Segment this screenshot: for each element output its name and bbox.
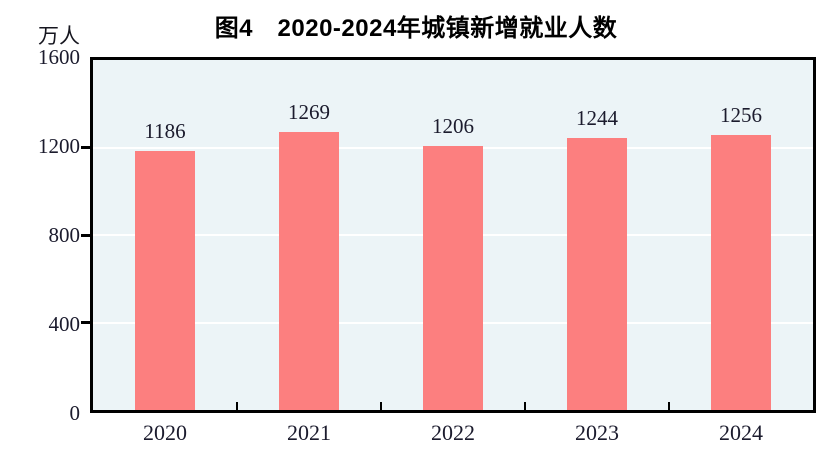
y-axis-label: 1200 (38, 134, 80, 158)
y-axis-label: 400 (48, 312, 81, 336)
x-axis-label: 2021 (287, 420, 331, 445)
bar-value-label: 1186 (144, 118, 186, 143)
bar (279, 132, 339, 410)
chart-title: 图4 2020-2024年城镇新增就业人数 (214, 15, 618, 42)
plot-area: 1186 1269 1206 1244 1256 (81, 57, 816, 413)
x-axis-tick (524, 402, 526, 410)
y-axis-tick (81, 146, 90, 149)
x-axis-label: 2022 (431, 420, 475, 445)
y-axis-label: 1600 (38, 45, 80, 69)
y-axis-label: 800 (48, 223, 81, 247)
bar (567, 137, 627, 410)
x-axis-tick (236, 402, 238, 410)
bar-value-label: 1256 (720, 103, 762, 128)
x-axis-tick (380, 402, 382, 410)
bar (711, 135, 771, 410)
x-axis-label: 2024 (719, 420, 763, 445)
bar (135, 150, 195, 410)
y-axis-label: 0 (69, 401, 81, 425)
y-axis-tick (81, 233, 90, 237)
x-axis-label: 2020 (143, 420, 187, 445)
bar-value-label: 1206 (432, 114, 474, 139)
bar-value-label: 1244 (576, 105, 618, 130)
bar (423, 146, 483, 410)
y-axis-unit-label: 万人 (38, 25, 80, 48)
x-axis-label: 2023 (575, 420, 619, 445)
y-axis-tick (81, 321, 90, 324)
x-axis-tick (668, 402, 670, 410)
bar-value-label: 1269 (288, 100, 330, 125)
